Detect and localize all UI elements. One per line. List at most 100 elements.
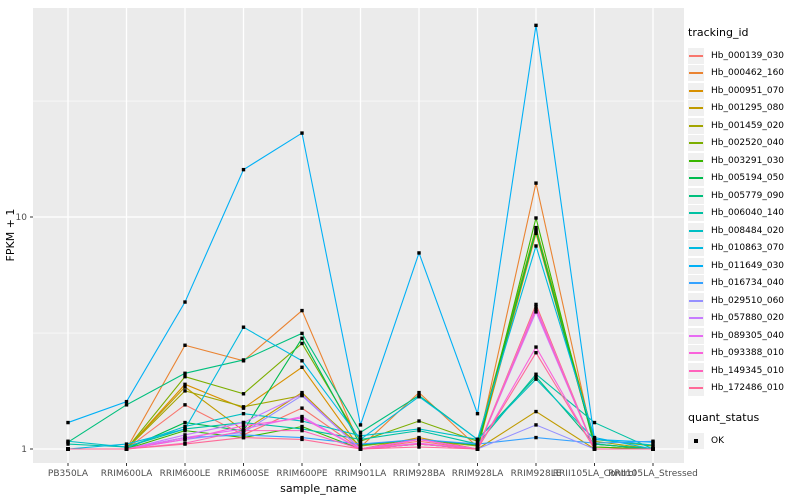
legend-key-icon [688, 135, 704, 152]
data-point [534, 305, 538, 309]
data-point [534, 372, 538, 376]
data-point [183, 343, 187, 347]
data-point [300, 365, 304, 369]
x-axis-title: sample_name [280, 482, 357, 495]
data-point [534, 377, 538, 381]
legend-key-icon [688, 257, 704, 274]
x-tick-label: RRIM600PE [276, 469, 328, 479]
x-tick-label: RRIM928LE [511, 469, 562, 479]
data-point [124, 445, 129, 449]
legend-key-icon [688, 327, 704, 344]
data-point [358, 430, 363, 435]
data-point [183, 427, 187, 431]
y-tick-label: 1 [21, 445, 27, 455]
legend-key-icon [688, 100, 704, 117]
legend-label: Hb_089305_040 [711, 330, 785, 341]
legend-label: Hb_057880_020 [711, 313, 785, 324]
data-point [66, 439, 70, 443]
legend-key-icon [688, 82, 704, 99]
legend-label: Hb_001295_080 [711, 103, 785, 114]
x-tick-label: RRIM600LE [160, 469, 211, 479]
data-point [358, 442, 363, 446]
data-point [417, 437, 421, 442]
legend-title-quant-status: quant_status [688, 411, 760, 424]
data-point [241, 405, 246, 409]
data-point [300, 392, 304, 397]
legend-item: Hb_002520_040 [688, 135, 798, 153]
x-tick-label: PB350LA [48, 469, 89, 479]
data-point [300, 437, 304, 442]
data-point [300, 419, 304, 423]
legend-key-icon [688, 47, 704, 64]
data-point [241, 358, 246, 362]
data-point [300, 406, 304, 410]
data-point [183, 442, 187, 446]
data-point [183, 300, 187, 304]
data-point [241, 424, 246, 428]
x-tick-label: RRIM600LA [101, 469, 153, 479]
data-point [534, 244, 538, 248]
data-point [534, 307, 538, 312]
data-point [300, 424, 304, 429]
data-point [417, 427, 421, 431]
legend-label: Hb_008484_020 [711, 225, 785, 236]
legend-label: Hb_003291_030 [711, 155, 785, 166]
data-point [534, 231, 538, 236]
legend-item: Hb_010863_070 [688, 240, 798, 258]
data-point [358, 439, 363, 443]
data-point [534, 181, 538, 185]
x-tick-label: RRII105LA_Stressed [608, 469, 698, 479]
data-point [534, 374, 538, 379]
x-tick-label: RRIM600SE [218, 469, 270, 479]
legend-key-icon [688, 275, 704, 292]
data-point [592, 447, 597, 451]
legend-key-icon [688, 170, 704, 187]
legend-item: Hb_011649_030 [688, 257, 798, 275]
quant-ok-key-icon [688, 432, 704, 449]
data-point [241, 428, 246, 433]
legend-key-icon [688, 380, 704, 397]
data-point [241, 411, 246, 416]
data-point [358, 437, 363, 442]
legend-item: Hb_000139_030 [688, 47, 798, 65]
data-point [417, 251, 421, 255]
data-point [66, 447, 70, 451]
legend-item: Hb_093388_010 [688, 345, 798, 363]
data-point [300, 336, 304, 341]
legend-label: Hb_005194_050 [711, 173, 785, 184]
legend-item: Hb_001459_020 [688, 117, 798, 135]
legend-items: Hb_000139_030 Hb_000462_160 Hb_000951_070 H… [688, 47, 798, 397]
data-point [534, 435, 538, 440]
data-point [534, 409, 538, 414]
data-point [300, 428, 304, 433]
legend-key-icon [688, 345, 704, 362]
data-point [300, 131, 304, 135]
legend-label: OK [711, 435, 724, 446]
legend-item: Hb_006040_140 [688, 205, 798, 223]
legend-item: Hb_005779_090 [688, 187, 798, 205]
legend-key-icon [688, 205, 704, 222]
legend-item: Hb_172486_010 [688, 380, 798, 398]
x-tick-label: RRIM928LA [452, 469, 504, 479]
data-point [183, 382, 187, 387]
data-point [124, 447, 129, 451]
data-point [124, 442, 129, 446]
data-point [300, 435, 304, 440]
data-point [417, 390, 421, 395]
data-point [300, 331, 304, 336]
data-point [534, 216, 538, 220]
data-point [183, 389, 187, 393]
data-point [300, 308, 304, 313]
data-point [241, 325, 246, 329]
data-point [475, 447, 480, 451]
data-point [300, 416, 304, 420]
legend-label: Hb_016734_040 [711, 278, 785, 289]
data-point [534, 345, 538, 349]
legend-key-icon [688, 222, 704, 239]
data-point [592, 439, 597, 443]
data-point [183, 424, 187, 429]
data-point [358, 434, 363, 438]
data-point [592, 435, 597, 440]
data-point [417, 419, 421, 423]
